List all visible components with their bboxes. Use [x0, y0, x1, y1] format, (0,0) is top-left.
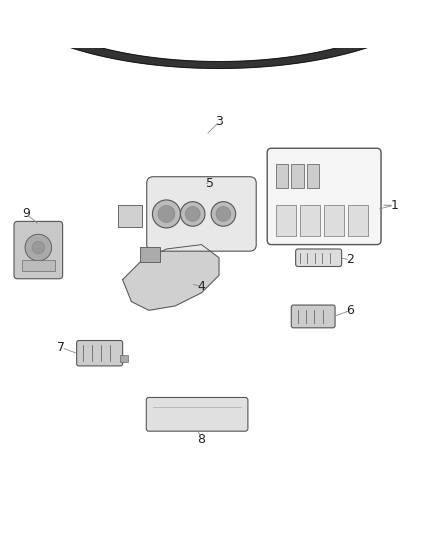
Text: 3: 3	[215, 116, 223, 128]
Bar	[300, 205, 320, 236]
FancyBboxPatch shape	[14, 221, 63, 279]
Bar	[307, 164, 319, 188]
Circle shape	[32, 241, 45, 254]
Bar	[291, 164, 304, 188]
Text: 9: 9	[22, 207, 30, 221]
Circle shape	[158, 206, 175, 222]
FancyBboxPatch shape	[147, 177, 256, 251]
Text: 1: 1	[390, 199, 398, 212]
Bar	[140, 247, 160, 262]
Circle shape	[152, 200, 180, 228]
Text: 7: 7	[57, 341, 65, 354]
Bar	[348, 205, 368, 236]
FancyBboxPatch shape	[77, 341, 123, 366]
Circle shape	[185, 207, 200, 221]
Bar	[276, 164, 288, 188]
Polygon shape	[123, 245, 219, 310]
Bar	[118, 205, 142, 227]
Text: 2: 2	[346, 253, 354, 266]
FancyBboxPatch shape	[267, 148, 381, 245]
Text: 4: 4	[198, 280, 205, 293]
Bar	[22, 260, 55, 271]
FancyBboxPatch shape	[296, 249, 342, 266]
Circle shape	[211, 201, 236, 226]
Bar	[276, 205, 296, 236]
Polygon shape	[0, 2, 438, 68]
Bar	[324, 205, 344, 236]
Text: 5: 5	[206, 177, 214, 190]
FancyBboxPatch shape	[291, 305, 335, 328]
Text: 6: 6	[346, 304, 354, 317]
Circle shape	[216, 207, 231, 221]
Circle shape	[180, 201, 205, 226]
Circle shape	[25, 234, 52, 261]
FancyBboxPatch shape	[146, 398, 248, 431]
Text: 8: 8	[198, 433, 205, 446]
Bar	[120, 355, 128, 361]
